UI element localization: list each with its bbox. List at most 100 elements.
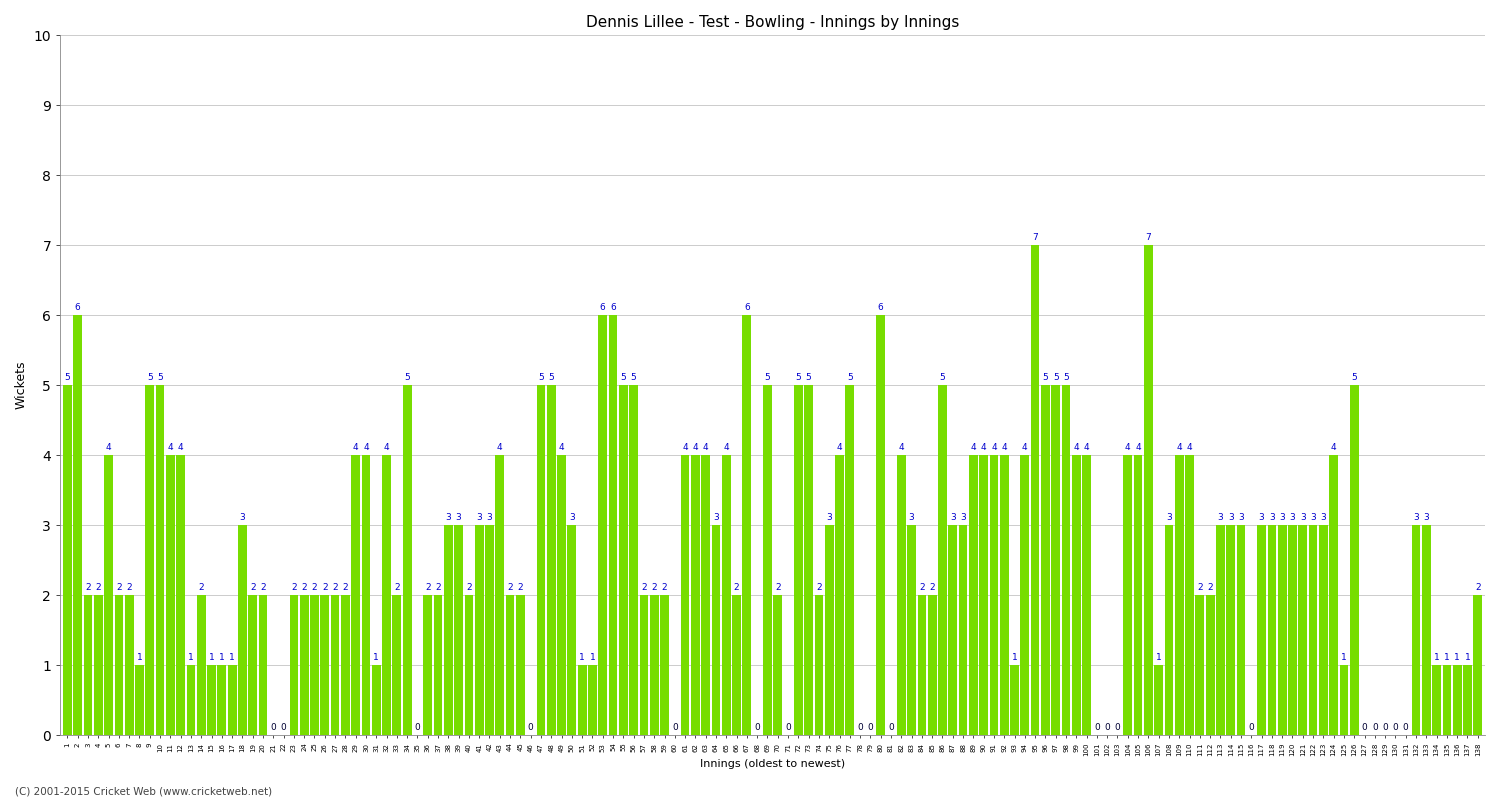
Text: 1: 1 [1464, 653, 1470, 662]
Bar [1082, 455, 1090, 735]
Text: 6: 6 [744, 302, 750, 312]
Text: 1: 1 [209, 653, 214, 662]
Bar [249, 595, 256, 735]
Text: 4: 4 [693, 442, 698, 452]
Bar [969, 455, 978, 735]
Text: 4: 4 [363, 442, 369, 452]
Text: 3: 3 [1310, 513, 1316, 522]
Bar [918, 595, 927, 735]
Text: 4: 4 [898, 442, 904, 452]
Bar [567, 525, 576, 735]
Bar [815, 595, 824, 735]
Text: 5: 5 [405, 373, 410, 382]
Text: 4: 4 [970, 442, 976, 452]
Text: 3: 3 [950, 513, 956, 522]
Text: 1: 1 [1455, 653, 1460, 662]
Bar [1350, 386, 1359, 735]
Text: 3: 3 [486, 513, 492, 522]
Bar [166, 455, 174, 735]
Bar [290, 595, 298, 735]
Bar [1412, 525, 1420, 735]
Bar [484, 525, 494, 735]
Text: 5: 5 [1053, 373, 1059, 382]
Text: 3: 3 [1413, 513, 1419, 522]
Bar [1329, 455, 1338, 735]
Text: 5: 5 [847, 373, 852, 382]
Text: 3: 3 [456, 513, 462, 522]
Bar [742, 315, 752, 735]
Text: 6: 6 [610, 302, 616, 312]
Text: 2: 2 [816, 582, 822, 592]
Bar [228, 665, 237, 735]
Text: 2: 2 [198, 582, 204, 592]
Text: 0: 0 [1372, 722, 1377, 731]
Bar [1308, 525, 1317, 735]
Text: 1: 1 [1444, 653, 1450, 662]
Bar [1288, 525, 1298, 735]
Bar [124, 595, 134, 735]
Bar [1299, 525, 1306, 735]
Text: 2: 2 [291, 582, 297, 592]
Text: 2: 2 [1208, 582, 1214, 592]
Text: 4: 4 [352, 442, 358, 452]
Bar [1020, 455, 1029, 735]
Bar [362, 455, 370, 735]
Text: 2: 2 [930, 582, 934, 592]
Text: 2: 2 [424, 582, 430, 592]
Text: 0: 0 [1392, 722, 1398, 731]
Text: 2: 2 [322, 582, 327, 592]
Bar [1196, 595, 1204, 735]
Text: 2: 2 [466, 582, 471, 592]
Bar [958, 525, 968, 735]
Bar [764, 386, 772, 735]
Title: Dennis Lillee - Test - Bowling - Innings by Innings: Dennis Lillee - Test - Bowling - Innings… [586, 15, 960, 30]
Bar [825, 525, 834, 735]
Bar [74, 315, 82, 735]
Bar [1206, 595, 1215, 735]
Text: 1: 1 [590, 653, 596, 662]
Bar [876, 315, 885, 735]
Text: 4: 4 [1330, 442, 1336, 452]
Bar [948, 525, 957, 735]
Text: 5: 5 [538, 373, 544, 382]
Text: 5: 5 [765, 373, 771, 382]
Text: 3: 3 [1269, 513, 1275, 522]
Bar [537, 386, 546, 735]
Text: 2: 2 [394, 582, 399, 592]
Text: 2: 2 [116, 582, 122, 592]
Bar [598, 315, 608, 735]
Bar [84, 595, 93, 735]
Text: 2: 2 [662, 582, 668, 592]
Bar [351, 455, 360, 735]
Text: 6: 6 [600, 302, 606, 312]
Bar [1443, 665, 1452, 735]
Text: 0: 0 [270, 722, 276, 731]
Bar [1010, 665, 1019, 735]
Bar [476, 525, 483, 735]
Text: 3: 3 [1166, 513, 1172, 522]
Bar [1227, 525, 1234, 735]
Bar [1144, 246, 1152, 735]
Text: 4: 4 [496, 442, 502, 452]
Text: 2: 2 [435, 582, 441, 592]
Bar [1268, 525, 1276, 735]
Text: 4: 4 [1084, 442, 1089, 452]
Text: 2: 2 [1197, 582, 1203, 592]
Text: 5: 5 [621, 373, 626, 382]
Bar [650, 595, 658, 735]
Text: 4: 4 [1176, 442, 1182, 452]
Bar [1454, 665, 1461, 735]
Bar [578, 665, 586, 735]
Bar [63, 386, 72, 735]
Text: 0: 0 [867, 722, 873, 731]
Text: 0: 0 [1362, 722, 1368, 731]
Bar [804, 386, 813, 735]
Bar [1422, 525, 1431, 735]
Bar [732, 595, 741, 735]
Bar [330, 595, 339, 735]
Text: 4: 4 [682, 442, 688, 452]
Text: 5: 5 [64, 373, 70, 382]
Bar [620, 386, 627, 735]
Text: 3: 3 [1320, 513, 1326, 522]
Text: 3: 3 [1424, 513, 1430, 522]
